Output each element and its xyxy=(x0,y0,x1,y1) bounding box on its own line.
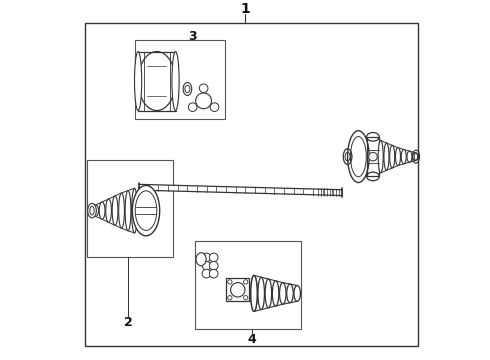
Ellipse shape xyxy=(119,193,124,228)
Circle shape xyxy=(210,103,219,112)
Text: 1: 1 xyxy=(240,2,250,16)
Ellipse shape xyxy=(401,149,406,164)
Ellipse shape xyxy=(138,51,175,111)
Ellipse shape xyxy=(251,275,257,311)
Circle shape xyxy=(244,280,248,284)
Ellipse shape xyxy=(132,185,160,236)
Ellipse shape xyxy=(112,196,118,225)
Ellipse shape xyxy=(132,188,137,233)
Ellipse shape xyxy=(390,145,395,168)
Ellipse shape xyxy=(378,140,383,173)
Text: 2: 2 xyxy=(123,316,132,329)
Ellipse shape xyxy=(384,143,389,170)
Ellipse shape xyxy=(202,269,211,278)
Bar xyxy=(226,278,249,301)
Ellipse shape xyxy=(202,261,211,270)
Ellipse shape xyxy=(258,277,265,310)
Circle shape xyxy=(244,296,248,300)
Ellipse shape xyxy=(294,285,300,301)
Ellipse shape xyxy=(134,51,142,111)
Ellipse shape xyxy=(287,284,293,303)
Circle shape xyxy=(196,93,212,109)
Bar xyxy=(195,241,301,329)
Circle shape xyxy=(199,84,208,93)
Ellipse shape xyxy=(196,253,206,266)
Text: 2: 2 xyxy=(377,152,386,165)
Ellipse shape xyxy=(93,205,98,216)
Ellipse shape xyxy=(272,281,279,306)
Ellipse shape xyxy=(407,151,412,162)
Ellipse shape xyxy=(88,203,97,218)
Ellipse shape xyxy=(183,82,192,95)
Ellipse shape xyxy=(185,85,190,93)
Ellipse shape xyxy=(413,153,418,161)
Ellipse shape xyxy=(125,190,131,231)
Text: 3: 3 xyxy=(189,30,197,42)
Ellipse shape xyxy=(90,206,94,215)
Bar xyxy=(85,23,418,346)
Circle shape xyxy=(368,152,377,161)
Ellipse shape xyxy=(106,199,111,222)
Polygon shape xyxy=(139,184,342,195)
Ellipse shape xyxy=(209,261,218,270)
Circle shape xyxy=(231,283,245,297)
Circle shape xyxy=(228,280,232,284)
Ellipse shape xyxy=(395,148,400,166)
Ellipse shape xyxy=(135,191,157,230)
Circle shape xyxy=(188,103,197,112)
Bar xyxy=(367,137,379,176)
Ellipse shape xyxy=(209,253,218,262)
Ellipse shape xyxy=(99,202,105,219)
Bar xyxy=(87,160,173,257)
Ellipse shape xyxy=(202,253,211,262)
Text: 4: 4 xyxy=(248,333,257,346)
Ellipse shape xyxy=(172,51,179,111)
Ellipse shape xyxy=(265,279,271,308)
Bar xyxy=(135,40,225,119)
Ellipse shape xyxy=(251,275,257,311)
Ellipse shape xyxy=(280,283,286,304)
Ellipse shape xyxy=(209,269,218,278)
Circle shape xyxy=(228,296,232,300)
